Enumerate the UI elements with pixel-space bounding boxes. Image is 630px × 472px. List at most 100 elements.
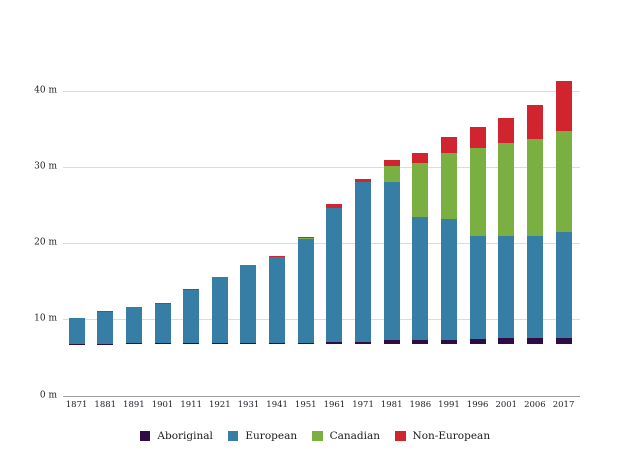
bar-segment-aboriginal — [154, 343, 171, 344]
x-axis-tick-label: 1941 — [266, 400, 288, 410]
y-axis-tick-label: 40 m — [34, 85, 57, 96]
bar-segment-non-european — [469, 126, 486, 148]
x-axis-tick-label: 1881 — [94, 400, 117, 410]
bar-segment-european — [240, 265, 257, 344]
bar-segment-non-european — [240, 264, 257, 266]
bar-segment-non-european — [498, 117, 515, 143]
gridline-40m — [63, 90, 580, 92]
gridline-10m — [63, 319, 580, 321]
gridline-20m — [63, 243, 580, 245]
bar-segment-aboriginal — [526, 337, 543, 344]
bar-segment-non-european — [526, 105, 543, 139]
y-axis-tick-label: 0 m — [39, 390, 57, 401]
bar-1921 — [211, 276, 228, 344]
bar-segment-aboriginal — [269, 343, 286, 344]
bar-segment-european — [383, 182, 400, 341]
bar-segment-european — [355, 182, 372, 342]
bar-segment-canadian — [469, 147, 486, 236]
bar-segment-aboriginal — [498, 338, 515, 344]
bar-segment-european — [526, 235, 543, 338]
y-axis-tick-label: 10 m — [34, 313, 57, 324]
bar-segment-canadian — [555, 131, 572, 233]
bar-1951 — [297, 237, 314, 344]
x-axis-tick-label: 1931 — [237, 400, 260, 410]
bar-segment-european — [498, 236, 515, 339]
x-axis-tick-label: 2001 — [495, 400, 518, 410]
legend-item-european: European — [227, 430, 298, 442]
bar-segment-non-european — [269, 256, 286, 258]
bar-1911 — [183, 289, 200, 344]
bar-segment-european — [440, 219, 457, 340]
bar-2017 — [555, 80, 572, 344]
legend-swatch-aboriginal — [139, 430, 151, 442]
x-axis-tick-label: 1996 — [466, 400, 489, 410]
bar-segment-aboriginal — [555, 337, 572, 344]
x-axis-tick-label: 1981 — [380, 400, 403, 410]
bar-segment-canadian — [526, 138, 543, 236]
bar-segment-aboriginal — [355, 341, 372, 344]
bar-segment-european — [297, 238, 314, 343]
legend-label: Canadian — [329, 430, 381, 442]
bar-segment-canadian — [297, 238, 314, 239]
bar-segment-european — [211, 277, 228, 344]
x-axis-tick-label: 1986 — [409, 400, 432, 410]
bar-segment-non-european — [383, 160, 400, 167]
chart-legend: Aboriginal European Canadian Non-European — [0, 427, 630, 445]
bar-segment-european — [326, 207, 343, 343]
legend-item-canadian: Canadian — [312, 430, 380, 442]
bar-segment-european — [97, 311, 114, 344]
x-axis-tick-label: 2017 — [552, 400, 575, 410]
bar-1996 — [469, 126, 486, 344]
bar-segment-non-european — [297, 237, 314, 239]
legend-swatch-non-european — [395, 430, 406, 442]
x-axis-tick-label: 1921 — [208, 400, 231, 410]
legend-swatch-european — [227, 430, 239, 442]
legend-item-aboriginal: Aboriginal — [139, 430, 213, 442]
gridline-0m — [63, 395, 580, 397]
legend-label: Aboriginal — [157, 430, 213, 442]
bar-segment-aboriginal — [183, 343, 200, 344]
bar-segment-european — [183, 289, 200, 344]
x-axis-tick-label: 1971 — [352, 400, 374, 410]
bar-1961 — [326, 203, 343, 344]
bar-segment-aboriginal — [440, 339, 457, 344]
bar-segment-non-european — [183, 289, 200, 290]
y-axis-tick-label: 20 m — [34, 237, 57, 248]
bar-1901 — [154, 303, 171, 344]
bar-1986 — [412, 153, 429, 344]
bar-segment-european — [68, 318, 85, 344]
bar-segment-european — [154, 303, 171, 344]
bar-segment-non-european — [440, 137, 457, 154]
legend-swatch-canadian — [312, 430, 323, 442]
x-axis-tick-label: 1871 — [65, 400, 88, 410]
bar-2006 — [526, 105, 543, 344]
bar-1991 — [440, 137, 457, 344]
legend-label: Non-European — [412, 430, 491, 442]
legend-label: European — [245, 430, 298, 442]
x-axis-tick-label: 1911 — [180, 400, 202, 410]
bar-segment-canadian — [412, 162, 429, 217]
bar-segment-canadian — [440, 153, 457, 220]
x-axis-tick-label: 1951 — [294, 400, 317, 410]
bar-segment-non-european — [412, 153, 429, 163]
legend-item-non-european: Non-European — [395, 430, 490, 442]
x-axis-tick-label: 2006 — [524, 400, 546, 410]
plot-area: 0 m 10 m 20 m 30 m 40 m 1871 1881 1891 1901 1911 1… — [34, 80, 580, 410]
x-axis-tick-label: 1961 — [323, 400, 346, 410]
bar-segment-european — [469, 235, 486, 340]
bar-1931 — [240, 264, 257, 344]
gridline-30m — [63, 166, 580, 168]
bar-segment-european — [412, 216, 429, 341]
bar-segment-european — [125, 307, 142, 344]
bar-segment-aboriginal — [211, 343, 228, 344]
bar-1971 — [355, 178, 372, 344]
bar-1871 — [68, 317, 85, 344]
bar-segment-aboriginal — [240, 343, 257, 344]
bar-1881 — [97, 311, 114, 344]
y-axis-tick-label: 30 m — [34, 161, 57, 172]
x-axis-tick-label: 1891 — [123, 400, 145, 410]
bar-segment-european — [269, 257, 286, 344]
bar-segment-non-european — [555, 80, 572, 132]
bar-segment-canadian — [498, 142, 515, 237]
